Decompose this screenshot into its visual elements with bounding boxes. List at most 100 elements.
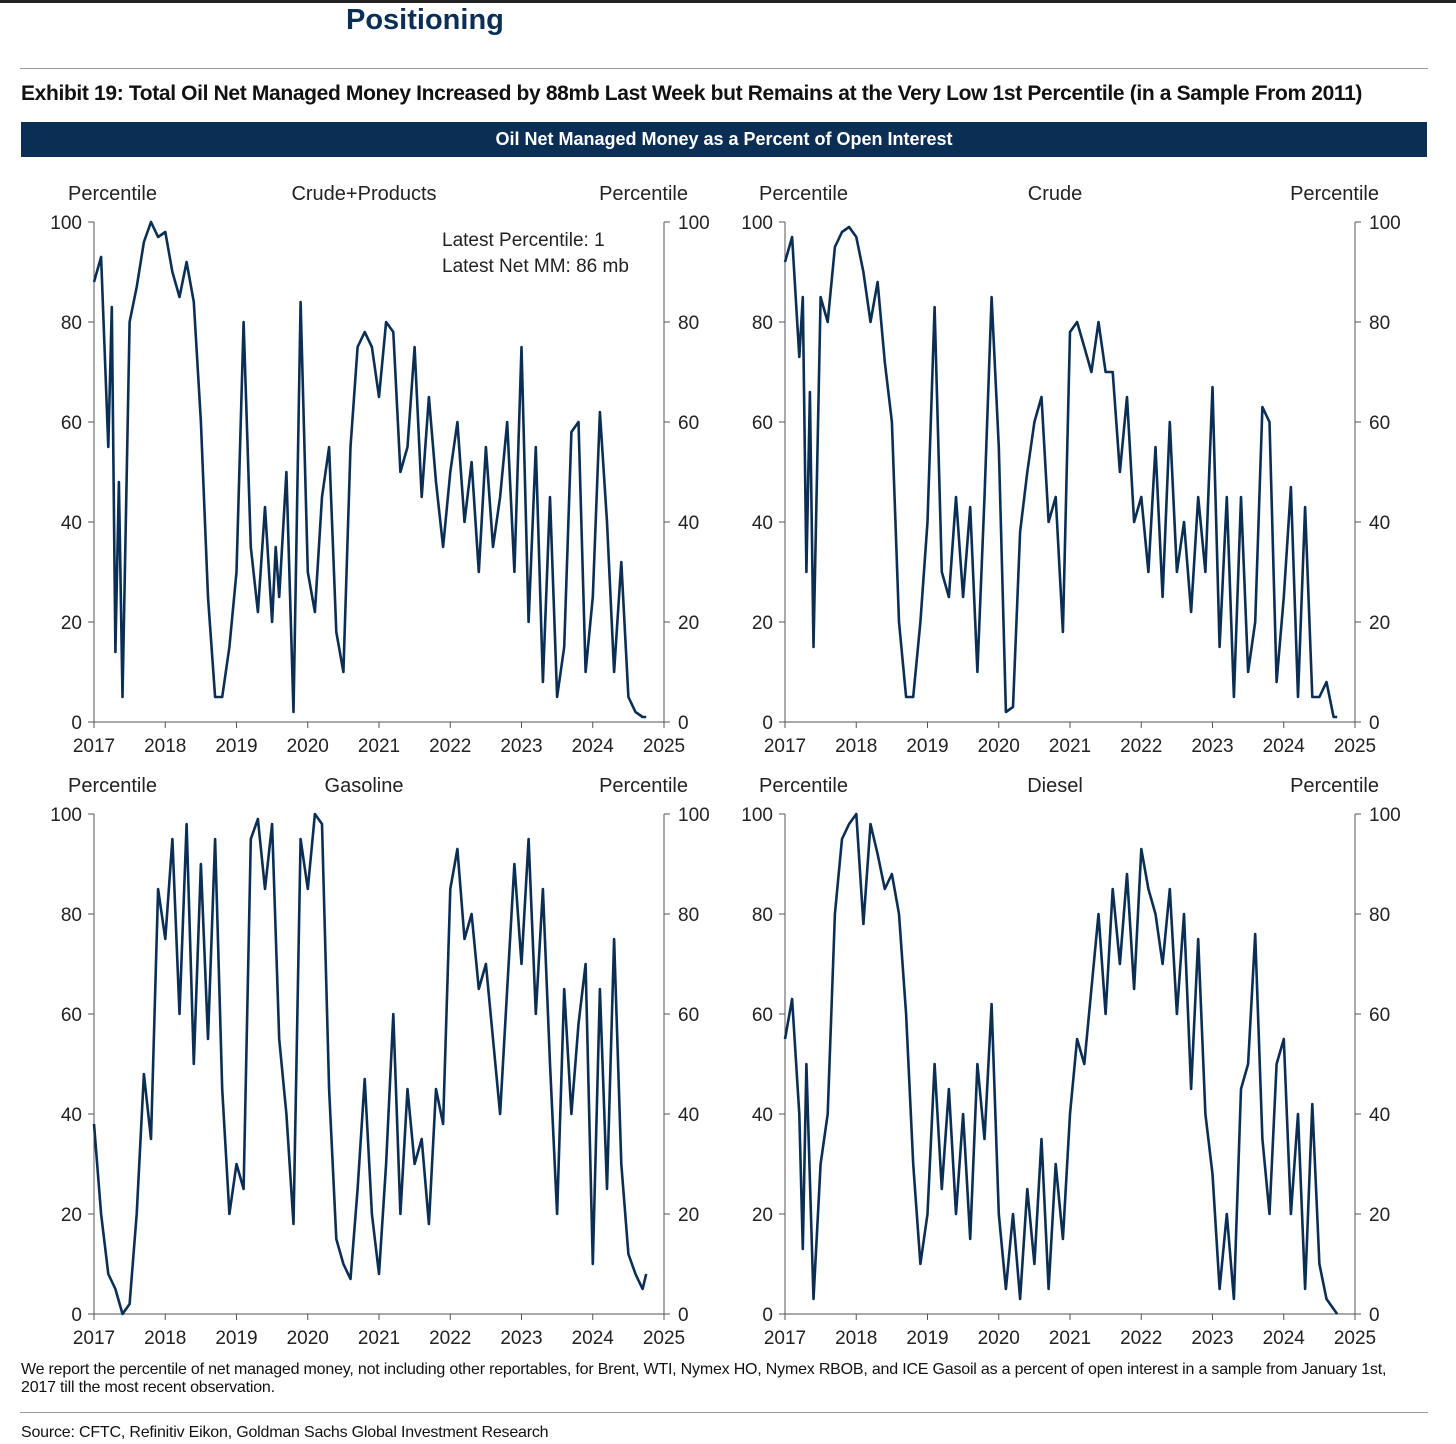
x-tick-label: 2018 <box>144 736 186 757</box>
x-tick-label: 2022 <box>429 1328 471 1349</box>
x-tick-label: 2021 <box>358 736 400 757</box>
y-axis-label-left: Percentile <box>68 775 157 797</box>
y-tick-label-left: 20 <box>752 613 773 634</box>
y-tick-label-left: 0 <box>762 713 773 734</box>
x-tick-label: 2023 <box>1191 736 1233 757</box>
y-tick-label-left: 80 <box>752 905 773 926</box>
x-tick-label: 2024 <box>1263 736 1306 757</box>
y-tick-label-right: 80 <box>678 313 699 334</box>
y-axis-label-right: Percentile <box>599 775 688 797</box>
chart-banner: Oil Net Managed Money as a Percent of Op… <box>21 122 1427 157</box>
y-tick-label-right: 60 <box>1369 413 1390 434</box>
x-tick-label: 2025 <box>1334 1328 1376 1349</box>
y-tick-label-left: 80 <box>61 905 82 926</box>
chart-panel-crude: Percentile Crude Percentile 0 0 20 20 40 40 60 60 8… <box>711 170 1401 765</box>
top-border <box>0 0 1456 3</box>
y-axis-label-right: Percentile <box>599 183 688 205</box>
title-divider <box>20 68 1428 69</box>
y-tick-label-right: 40 <box>1369 1105 1390 1126</box>
x-tick-label: 2017 <box>764 736 806 757</box>
y-tick-label-right: 80 <box>678 905 699 926</box>
series-line <box>92 812 648 1316</box>
y-tick-label-right: 40 <box>678 1105 699 1126</box>
x-tick-label: 2018 <box>144 1328 186 1349</box>
y-tick-label-left: 40 <box>61 513 82 534</box>
x-tick-label: 2019 <box>215 1328 257 1349</box>
y-tick-label-right: 100 <box>678 805 710 826</box>
y-tick-label-right: 80 <box>1369 313 1390 334</box>
y-tick-label-right: 40 <box>1369 513 1390 534</box>
x-tick-label: 2017 <box>764 1328 806 1349</box>
x-tick-label: 2020 <box>978 1328 1020 1349</box>
x-tick-label: 2021 <box>1049 1328 1091 1349</box>
annotation-text: Latest Percentile: 1 <box>442 230 605 251</box>
y-axis-label-right: Percentile <box>1290 183 1379 205</box>
y-tick-label-right: 0 <box>1369 713 1380 734</box>
y-tick-label-left: 40 <box>61 1105 82 1126</box>
chart-panel-gasoline: Percentile Gasoline Percentile 0 0 20 20 40 40 60… <box>20 762 710 1357</box>
x-tick-label: 2019 <box>906 1328 948 1349</box>
y-tick-label-left: 100 <box>50 805 82 826</box>
x-tick-label: 2024 <box>572 1328 615 1349</box>
y-tick-label-left: 0 <box>762 1305 773 1326</box>
y-tick-label-left: 20 <box>752 1205 773 1226</box>
y-tick-label-left: 100 <box>741 213 773 234</box>
y-tick-label-left: 40 <box>752 513 773 534</box>
x-tick-label: 2017 <box>73 1328 115 1349</box>
y-tick-label-left: 0 <box>71 1305 82 1326</box>
x-tick-label: 2025 <box>643 736 685 757</box>
series-line <box>92 220 647 719</box>
x-tick-label: 2019 <box>215 736 257 757</box>
y-tick-label-right: 40 <box>678 513 699 534</box>
chart-title: Crude <box>1028 183 1082 205</box>
x-tick-label: 2023 <box>1191 1328 1233 1349</box>
x-tick-label: 2025 <box>1334 736 1376 757</box>
y-tick-label-left: 20 <box>61 613 82 634</box>
annotation-text: Latest Net MM: 86 mb <box>442 256 629 277</box>
x-tick-label: 2022 <box>1120 736 1162 757</box>
y-tick-label-right: 20 <box>1369 1205 1390 1226</box>
x-tick-label: 2021 <box>358 1328 400 1349</box>
y-tick-label-left: 60 <box>61 413 82 434</box>
y-tick-label-left: 80 <box>61 313 82 334</box>
y-tick-label-right: 20 <box>1369 613 1390 634</box>
y-axis-label-left: Percentile <box>759 775 848 797</box>
x-tick-label: 2024 <box>572 736 615 757</box>
section-title: Positioning <box>346 4 504 36</box>
y-axis-label-left: Percentile <box>759 183 848 205</box>
y-tick-label-left: 20 <box>61 1205 82 1226</box>
x-tick-label: 2017 <box>73 736 115 757</box>
x-tick-label: 2022 <box>429 736 471 757</box>
x-tick-label: 2025 <box>643 1328 685 1349</box>
x-tick-label: 2020 <box>287 1328 329 1349</box>
y-tick-label-left: 0 <box>71 713 82 734</box>
y-tick-label-left: 40 <box>752 1105 773 1126</box>
source-divider <box>20 1412 1428 1413</box>
series-line <box>783 812 1339 1315</box>
chart-panel-crude-products: Percentile Crude+Products Percentile 0 0 20 20… <box>20 170 710 765</box>
y-tick-label-right: 0 <box>1369 1305 1380 1326</box>
chart-title: Crude+Products <box>291 183 436 205</box>
chart-panel-diesel: Percentile Diesel Percentile 0 0 20 20 40 40 60 60… <box>711 762 1401 1357</box>
x-tick-label: 2023 <box>500 736 542 757</box>
x-tick-label: 2024 <box>1263 1328 1306 1349</box>
chart-title: Gasoline <box>325 775 404 797</box>
chart-title: Diesel <box>1027 775 1083 797</box>
y-tick-label-left: 100 <box>741 805 773 826</box>
y-tick-label-left: 60 <box>61 1005 82 1026</box>
x-tick-label: 2021 <box>1049 736 1091 757</box>
y-tick-label-right: 80 <box>1369 905 1390 926</box>
y-tick-label-right: 20 <box>678 1205 699 1226</box>
x-tick-label: 2019 <box>906 736 948 757</box>
x-tick-label: 2020 <box>978 736 1020 757</box>
y-tick-label-right: 60 <box>678 1005 699 1026</box>
y-tick-label-left: 60 <box>752 1005 773 1026</box>
y-tick-label-left: 60 <box>752 413 773 434</box>
y-tick-label-right: 60 <box>1369 1005 1390 1026</box>
y-tick-label-left: 100 <box>50 213 82 234</box>
x-tick-label: 2023 <box>500 1328 542 1349</box>
y-axis-label-right: Percentile <box>1290 775 1379 797</box>
